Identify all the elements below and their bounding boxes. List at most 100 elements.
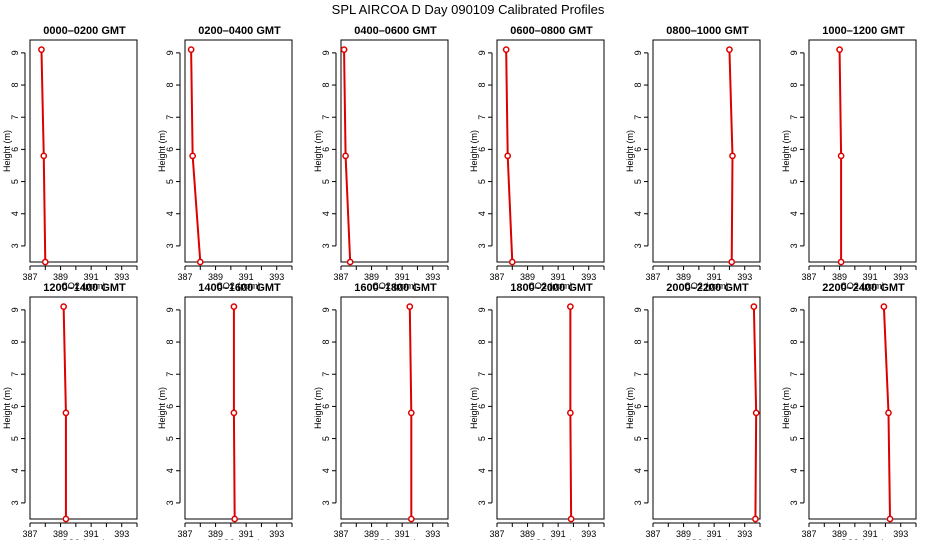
y-axis-label: Height (m) <box>2 387 12 429</box>
y-tick-label: 3 <box>321 500 331 505</box>
y-tick-label: 9 <box>477 50 487 55</box>
y-tick-label: 3 <box>165 500 175 505</box>
y-tick-label: 7 <box>477 372 487 377</box>
x-tick-label: 391 <box>707 272 722 282</box>
x-tick-label: 387 <box>333 272 348 282</box>
y-tick-label: 6 <box>789 404 799 409</box>
x-tick-label: 391 <box>395 529 410 539</box>
x-tick-label: 389 <box>832 272 847 282</box>
x-tick-label: 393 <box>269 529 284 539</box>
y-tick-label: 9 <box>477 307 487 312</box>
y-tick-label: 4 <box>10 211 20 216</box>
y-tick-label: 7 <box>789 115 799 120</box>
panel: 1600–1800 GMT 387 389 391 393 CO2 (ppm) 3 4 5 6 7 8… <box>313 282 449 540</box>
y-tick-label: 4 <box>165 211 175 216</box>
data-point <box>504 152 512 160</box>
panel: 2200–2400 GMT 387 389 391 393 CO2 (ppm) 3 4 5 6 7 8… <box>781 282 917 540</box>
data-point <box>837 258 845 266</box>
x-tick-label: 391 <box>551 529 566 539</box>
data-point <box>880 303 888 311</box>
data-point <box>407 515 415 523</box>
y-tick-label: 3 <box>477 243 487 248</box>
panel: 2000–2200 GMT 387 389 391 393 CO2 (ppm) 3 4 5 6 7 8… <box>625 282 761 540</box>
y-tick-label: 7 <box>477 115 487 120</box>
y-tick-label: 5 <box>165 179 175 184</box>
y-tick-label: 4 <box>321 468 331 473</box>
panel-title: 1200–1400 GMT <box>43 282 126 294</box>
x-axis-label: CO2 (ppm) <box>216 281 261 291</box>
y-tick-label: 7 <box>321 372 331 377</box>
y-tick-label: 6 <box>477 147 487 152</box>
x-tick-label: 391 <box>707 529 722 539</box>
x-axis-label: CO2 (ppm) <box>528 281 573 291</box>
y-axis-label: Height (m) <box>2 130 12 172</box>
plot-frame <box>496 39 605 263</box>
plot-frame <box>340 296 449 520</box>
x-tick-label: 387 <box>177 529 192 539</box>
x-tick-label: 393 <box>737 272 752 282</box>
y-tick-label: 6 <box>10 404 20 409</box>
panel-title: 0400–0600 GMT <box>354 25 437 37</box>
x-tick-label: 389 <box>364 529 379 539</box>
x-tick-label: 391 <box>395 272 410 282</box>
y-tick-label: 8 <box>633 83 643 88</box>
panel-title: 1000–1200 GMT <box>822 25 905 37</box>
y-tick-label: 3 <box>321 243 331 248</box>
y-tick-label: 4 <box>633 211 643 216</box>
x-axis-label: CO2 (ppm) <box>684 538 729 540</box>
y-tick-label: 7 <box>789 372 799 377</box>
y-axis-label: Height (m) <box>781 387 791 429</box>
y-axis-label: Height (m) <box>625 387 635 429</box>
x-axis-label: CO2 (ppm) <box>372 538 417 540</box>
data-point <box>346 258 354 266</box>
y-tick-label: 7 <box>633 115 643 120</box>
y-tick-label: 6 <box>165 147 175 152</box>
y-tick-label: 3 <box>789 500 799 505</box>
y-tick-label: 5 <box>633 179 643 184</box>
y-tick-label: 5 <box>165 436 175 441</box>
y-axis-label: Height (m) <box>313 130 323 172</box>
x-tick-label: 389 <box>676 529 691 539</box>
panel-title: 2200–2400 GMT <box>822 282 905 294</box>
y-tick-label: 7 <box>633 372 643 377</box>
x-tick-label: 389 <box>520 529 535 539</box>
panel-title: 1600–1800 GMT <box>354 282 437 294</box>
x-axis-label: CO2 (ppm) <box>61 538 106 540</box>
y-axis-label: Height (m) <box>157 387 167 429</box>
y-axis-label: Height (m) <box>157 130 167 172</box>
x-tick-label: 389 <box>53 529 68 539</box>
panel: 1000–1200 GMT 387 389 391 393 CO2 (ppm) 3 4 5 6 7 8… <box>781 25 917 291</box>
y-tick-label: 5 <box>10 179 20 184</box>
data-point <box>752 409 760 417</box>
y-tick-label: 7 <box>10 115 20 120</box>
y-tick-label: 4 <box>477 468 487 473</box>
y-tick-label: 8 <box>789 83 799 88</box>
x-axis-label: CO2 (ppm) <box>216 538 261 540</box>
plot-frame <box>652 296 761 520</box>
y-tick-label: 9 <box>321 307 331 312</box>
data-point <box>508 258 516 266</box>
data-point <box>340 46 348 54</box>
plot-frame <box>808 39 917 263</box>
data-point <box>886 515 894 523</box>
panel-title: 0800–1000 GMT <box>666 25 749 37</box>
y-tick-label: 6 <box>633 147 643 152</box>
y-tick-label: 4 <box>633 468 643 473</box>
data-point <box>837 152 845 160</box>
x-tick-label: 387 <box>22 272 37 282</box>
data-point <box>187 46 195 54</box>
x-tick-label: 389 <box>520 272 535 282</box>
x-tick-label: 387 <box>801 529 816 539</box>
data-point <box>62 515 70 523</box>
data-point <box>567 515 575 523</box>
y-tick-label: 8 <box>165 83 175 88</box>
y-tick-label: 5 <box>321 179 331 184</box>
panel-title: 2000–2200 GMT <box>666 282 749 294</box>
figure-title: SPL AIRCOA D Day 090109 Calibrated Profi… <box>332 2 605 17</box>
y-tick-label: 8 <box>633 340 643 345</box>
y-tick-label: 5 <box>633 436 643 441</box>
panel: 0400–0600 GMT 387 389 391 393 CO2 (ppm) 3 4 5 6 7 8… <box>313 25 449 291</box>
x-tick-label: 393 <box>737 529 752 539</box>
data-point <box>38 46 45 54</box>
